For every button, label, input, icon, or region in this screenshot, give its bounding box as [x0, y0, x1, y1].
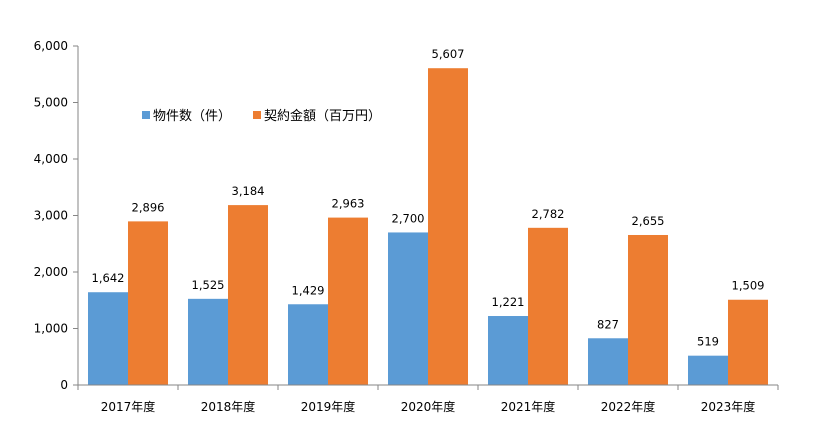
bar: [88, 292, 128, 385]
bar: [128, 221, 168, 385]
data-label: 1,509: [732, 279, 765, 293]
bar: [428, 68, 468, 385]
data-label: 519: [697, 335, 719, 349]
x-tick-label: 2019年度: [301, 399, 356, 414]
x-tick-label: 2020年度: [401, 399, 456, 414]
data-label: 1,525: [192, 278, 225, 292]
bar: [288, 304, 328, 385]
legend: 物件数（件） 契約金額（百万円）: [142, 108, 381, 124]
bar: [328, 217, 368, 385]
data-label: 1,429: [292, 283, 325, 297]
legend-swatch: [142, 111, 150, 119]
bars: [88, 68, 768, 385]
data-label: 2,700: [392, 211, 425, 225]
x-axis-labels: 2017年度 2018年度 2019年度 2020年度 2021年度 2022年度 2023…: [77, 385, 779, 414]
legend-swatch: [253, 111, 261, 119]
bar: [628, 234, 668, 385]
data-label: 2,655: [632, 214, 665, 228]
x-tick-label: 2021年度: [501, 399, 556, 414]
x-tick-label: 2023年度: [701, 399, 756, 414]
data-label: 2,963: [332, 197, 365, 211]
bar: [728, 299, 768, 385]
bar: [688, 355, 728, 385]
data-labels: 1,642 2,896 1,525 3,184 1,429 2,963 2,700 5,607…: [92, 47, 765, 348]
x-tick-label: 2017年度: [101, 399, 156, 414]
x-tick-label: 2022年度: [601, 399, 656, 414]
bar: [388, 232, 428, 385]
y-axis-ticks: 0 1,000 2,000 3,000 4,000 5,000 6,000: [34, 39, 78, 392]
bar: [188, 298, 228, 385]
data-label: 2,896: [132, 200, 165, 214]
y-tick-label: 4,000: [34, 152, 68, 166]
y-tick-label: 2,000: [34, 265, 68, 279]
axes: [77, 46, 778, 386]
y-tick-label: 6,000: [34, 39, 68, 53]
y-tick-label: 1,000: [34, 322, 68, 336]
data-label: 2,782: [532, 207, 565, 221]
bar: [588, 338, 628, 385]
data-label: 3,184: [232, 184, 265, 198]
data-label: 5,607: [432, 47, 465, 61]
data-label: 1,221: [492, 295, 525, 309]
bar: [488, 316, 528, 385]
legend-label: 契約金額（百万円）: [264, 108, 381, 124]
y-tick-label: 0: [60, 378, 68, 392]
data-label: 1,642: [92, 271, 125, 285]
bar: [528, 227, 568, 385]
x-tick-label: 2018年度: [201, 399, 256, 414]
data-label: 827: [597, 317, 619, 331]
y-tick-label: 5,000: [34, 96, 68, 110]
bar: [228, 205, 268, 385]
legend-label: 物件数（件）: [153, 109, 231, 124]
y-tick-label: 3,000: [34, 209, 68, 223]
